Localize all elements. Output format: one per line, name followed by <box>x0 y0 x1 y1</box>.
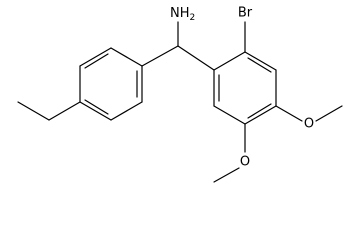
bond <box>275 105 303 122</box>
page: NH2 Br O O (() => { const data = JSON.pa… <box>17 5 343 183</box>
bond <box>48 101 81 121</box>
atom-label: O <box>304 117 314 132</box>
atom-label: O <box>240 155 250 170</box>
bond <box>213 105 246 125</box>
bond <box>244 51 277 71</box>
bond <box>17 101 50 121</box>
bond <box>110 47 143 67</box>
atom-label: Br <box>238 6 253 21</box>
bond <box>213 167 240 183</box>
bond <box>110 101 143 121</box>
atom-label: NH2 <box>170 6 195 23</box>
bond <box>315 105 343 122</box>
structure: NH2 Br O O <box>17 6 343 183</box>
bond <box>177 45 215 71</box>
bond <box>79 47 112 67</box>
double-bond <box>247 57 272 73</box>
double-bond <box>84 53 109 69</box>
double-bond <box>247 103 272 119</box>
bond <box>79 101 112 121</box>
bonds <box>17 21 343 183</box>
bond <box>141 45 179 67</box>
bond <box>213 51 246 71</box>
double-bond <box>84 99 109 115</box>
bond <box>244 105 277 125</box>
